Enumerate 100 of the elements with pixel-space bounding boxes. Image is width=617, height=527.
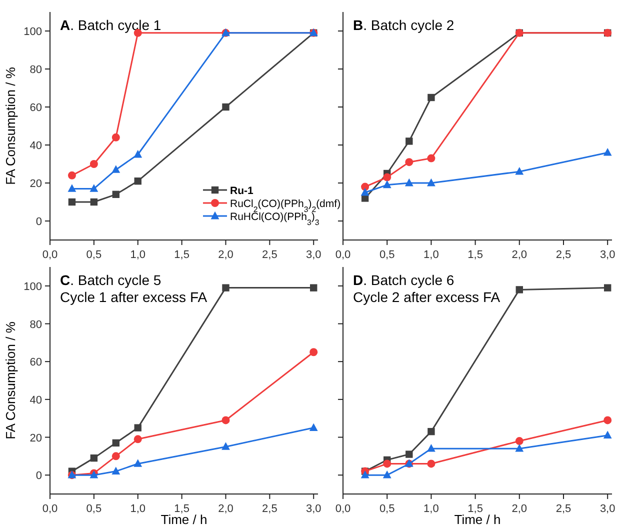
text: Cycle 1 after excess FA xyxy=(60,289,208,305)
point xyxy=(309,423,318,431)
point xyxy=(604,284,612,292)
x-tick-label: 0,5 xyxy=(86,503,102,515)
x-tick-label: 1,0 xyxy=(424,503,439,515)
point xyxy=(68,184,76,192)
point xyxy=(90,160,98,168)
chart-title: D. Batch cycle 6 xyxy=(353,272,454,288)
point xyxy=(112,190,120,198)
point xyxy=(405,158,414,166)
legend-label: Ru-1 xyxy=(230,185,254,197)
point xyxy=(428,428,435,436)
legend-label: RuCl$_{2}$(CO)(PPh$_{3}$)$_{2}$(dmf) xyxy=(230,198,341,214)
x-axis-title: Time / h xyxy=(454,512,501,527)
y-tick-label: 80 xyxy=(30,64,42,76)
y-axis-title: FA Consumption / % xyxy=(3,321,18,440)
chart-title: C. Batch cycle 5 xyxy=(60,272,162,288)
x-tick-label: 0,0 xyxy=(335,249,351,261)
x-tick-label: 0,5 xyxy=(86,249,102,261)
point xyxy=(112,452,120,460)
point xyxy=(112,165,120,173)
point xyxy=(427,154,436,162)
point xyxy=(427,460,436,468)
point xyxy=(406,450,413,458)
point xyxy=(222,284,230,292)
point xyxy=(310,348,318,356)
point xyxy=(134,424,142,432)
y-tick-label: 20 xyxy=(30,178,42,190)
y-tick-label: 20 xyxy=(30,432,42,444)
chart-title: B. Batch cycle 2 xyxy=(353,17,454,33)
point xyxy=(426,444,436,452)
point xyxy=(361,182,370,191)
x-tick-label: 2,0 xyxy=(218,249,234,261)
point xyxy=(90,184,98,192)
x-tick-label: 1,0 xyxy=(130,503,146,515)
x-tick-label: 1,0 xyxy=(424,249,439,261)
point xyxy=(406,138,413,145)
point xyxy=(134,459,142,467)
point xyxy=(310,284,318,292)
x-tick-label: 3,0 xyxy=(600,249,616,261)
point xyxy=(603,148,612,156)
y-tick-label: 40 xyxy=(30,140,42,152)
x-tick-label: 0,0 xyxy=(42,249,58,261)
point xyxy=(360,188,370,196)
x-tick-label: 2,0 xyxy=(512,503,528,515)
point xyxy=(222,416,230,424)
y-tick-label: 0 xyxy=(36,470,42,482)
x-tick-label: 2,0 xyxy=(218,503,234,515)
point xyxy=(222,103,230,111)
y-tick-label: 40 xyxy=(30,394,42,406)
x-tick-label: 1,0 xyxy=(130,249,146,261)
x-tick-label: 2,5 xyxy=(556,249,572,261)
point xyxy=(382,470,392,478)
point xyxy=(68,171,76,180)
x-tick-label: 3,0 xyxy=(306,249,322,261)
x-tick-label: 3,0 xyxy=(306,503,322,515)
point xyxy=(112,466,120,474)
point xyxy=(604,416,612,424)
x-axis-title: Time / h xyxy=(160,512,208,527)
point xyxy=(383,460,392,468)
point xyxy=(603,430,612,439)
x-tick-label: 1,5 xyxy=(174,503,190,515)
point xyxy=(68,198,76,206)
legend-label: RuHCl(CO)(PPh$_{3}$)$_{3}$ xyxy=(230,211,320,226)
point xyxy=(383,173,392,182)
x-tick-label: 0,5 xyxy=(379,249,395,261)
y-tick-label: 80 xyxy=(30,318,42,331)
point xyxy=(516,286,523,294)
x-tick-label: 2,5 xyxy=(556,503,572,515)
y-tick-label: 100 xyxy=(24,26,42,38)
y-tick-label: 60 xyxy=(30,102,42,114)
point xyxy=(360,470,370,478)
x-tick-label: 0,0 xyxy=(335,503,351,515)
x-tick-label: 1,5 xyxy=(174,249,190,261)
x-tick-label: 3,0 xyxy=(600,503,616,515)
y-tick-label: 100 xyxy=(24,280,42,293)
point xyxy=(428,94,435,102)
point xyxy=(112,439,120,447)
x-tick-label: 2,5 xyxy=(262,503,278,515)
y-axis-title: FA Consumption / % xyxy=(3,66,18,185)
point xyxy=(426,178,436,186)
point xyxy=(90,454,98,462)
point xyxy=(515,444,524,452)
point xyxy=(112,133,120,142)
x-tick-label: 1,5 xyxy=(468,249,483,261)
point xyxy=(134,150,142,158)
y-tick-label: 0 xyxy=(36,216,42,228)
point xyxy=(404,178,414,186)
point xyxy=(515,167,524,175)
x-tick-label: 1,5 xyxy=(468,503,483,515)
chart-title: A. Batch cycle 1 xyxy=(60,17,162,33)
x-tick-label: 2,0 xyxy=(512,249,528,261)
point xyxy=(382,180,392,188)
text: Cycle 2 after excess FA xyxy=(353,289,501,305)
x-tick-label: 2,5 xyxy=(262,249,278,261)
point xyxy=(90,198,98,206)
point xyxy=(222,442,230,450)
y-tick-label: 60 xyxy=(30,356,42,369)
point xyxy=(134,435,142,444)
x-tick-label: 0,5 xyxy=(379,503,395,515)
